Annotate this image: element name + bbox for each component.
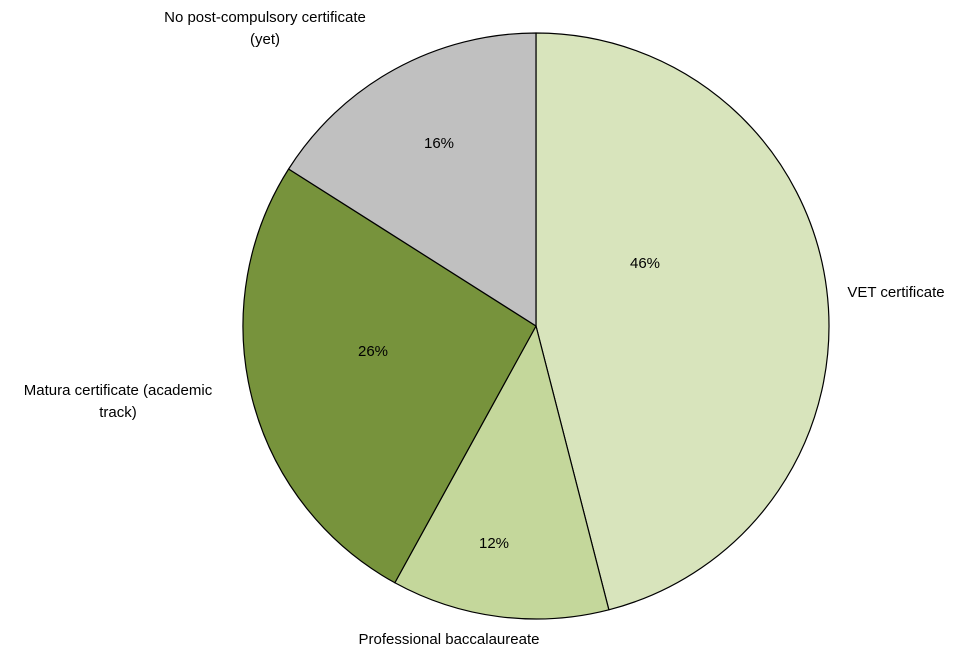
pie-slice-no-post-compulsory-certificate-yet	[288, 32, 537, 327]
slice-category-label: No post-compulsory certificate (yet)	[164, 9, 366, 48]
slice-category-label: VET certificate	[847, 284, 944, 301]
pie-slice-matura-certificate-academic-track	[242, 168, 537, 584]
slice-category-label: Matura certificate (academic track)	[24, 382, 213, 421]
percentage-labels: 46% 12% 26% 16%	[358, 135, 660, 552]
slice-percentage-label: 16%	[424, 135, 454, 152]
pie-slice-professional-baccalaureate	[394, 325, 610, 620]
slice-percentage-label: 46%	[630, 255, 660, 272]
pie-slice-vet-certificate	[535, 32, 830, 611]
slice-percentage-label: 12%	[479, 535, 509, 552]
slice-category-label: Professional baccalaureate	[359, 631, 540, 648]
slice-percentage-label: 26%	[358, 343, 388, 360]
pie-slices	[242, 32, 830, 620]
category-labels: VET certificate Professional baccalaureat…	[24, 9, 945, 648]
